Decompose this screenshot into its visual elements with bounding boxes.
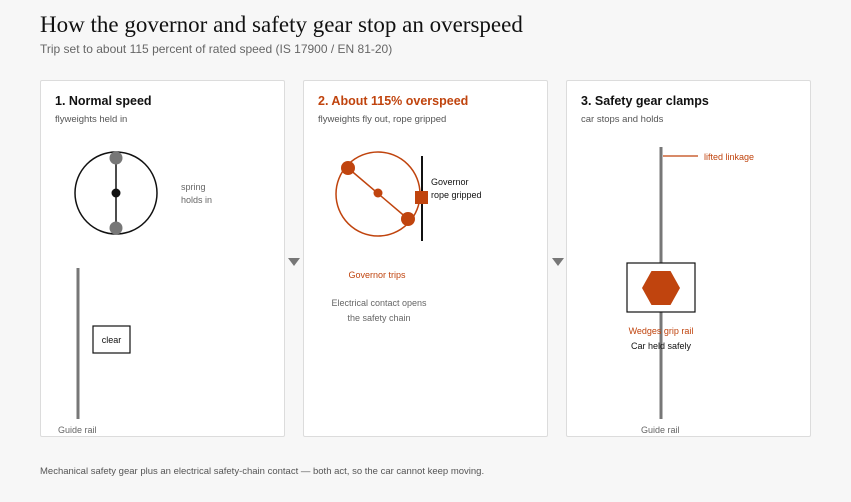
panel-title: 1. Normal speed — [55, 94, 152, 108]
guide-rail-label: Guide rail — [641, 425, 680, 435]
panel-title: 3. Safety gear clamps — [581, 94, 709, 108]
safety-gear-box — [92, 325, 131, 354]
footer-note: Mechanical safety gear plus an electrica… — [40, 466, 485, 477]
wedges-grip-label: Wedges grip rail — [628, 326, 694, 336]
safety-chain-label: the safety chain — [347, 313, 411, 323]
flyweight-bottom — [109, 221, 123, 235]
governor-label: Governor — [431, 177, 469, 187]
governor-hub — [111, 188, 121, 198]
spring-label: spring — [181, 182, 206, 192]
overspeed-diagram — [335, 151, 428, 241]
panel-normal-speed: 1. Normal speed flyweights held in sprin… — [40, 80, 285, 437]
step-arrow-icon — [288, 258, 300, 266]
electrical-contact-label: Electrical contact opens — [331, 298, 427, 308]
safety-gear-diagram — [626, 147, 698, 419]
lifted-linkage-label: lifted linkage — [704, 152, 755, 162]
panel-subtitle: flyweights fly out, rope gripped — [318, 114, 447, 125]
panel-subtitle: car stops and holds — [581, 114, 664, 125]
panel-title: 2. About 115% overspeed — [318, 94, 469, 108]
normal-speed-diagram — [74, 151, 158, 419]
panel-safety-gear: 3. Safety gear clamps car stops and hold… — [566, 80, 811, 437]
flyweight-outer-right — [401, 212, 415, 226]
car-held-label: Car held safely — [630, 341, 692, 351]
page-title: How the governor and safety gear stop an… — [40, 12, 523, 37]
wedge-hex-icon — [642, 271, 680, 305]
flyweight-top — [109, 151, 123, 165]
governor-trips-label: Governor trips — [348, 270, 406, 280]
panel-subtitle: flyweights held in — [55, 114, 128, 125]
step-arrow-icon — [552, 258, 564, 266]
rope-gripper — [415, 191, 428, 204]
flyweight-outer-left — [341, 161, 355, 175]
guide-rail-label: Guide rail — [58, 425, 97, 435]
page-subtitle: Trip set to about 115 percent of rated s… — [40, 42, 393, 56]
holds-in-label: holds in — [181, 195, 213, 205]
rope-gripped-label: rope gripped — [431, 190, 482, 200]
governor-hub — [373, 188, 383, 198]
clear-label: clear — [101, 335, 122, 345]
panel-overspeed: 2. About 115% overspeed flyweights fly o… — [303, 80, 548, 437]
